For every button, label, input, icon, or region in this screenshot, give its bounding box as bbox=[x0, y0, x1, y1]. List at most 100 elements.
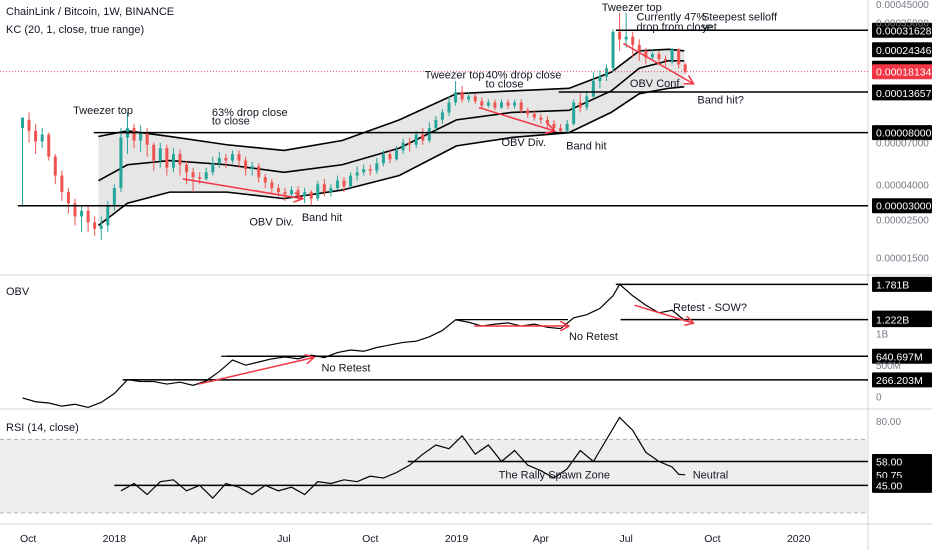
time-axis-tick: Jul bbox=[619, 533, 632, 545]
candle-body bbox=[224, 157, 228, 161]
price-level-tag: 0.00024346 bbox=[876, 45, 932, 57]
candle-body bbox=[401, 142, 405, 151]
candle-body bbox=[145, 132, 149, 145]
candle-body bbox=[270, 182, 274, 189]
candle-body bbox=[572, 102, 576, 124]
candle-body bbox=[158, 148, 162, 161]
rsi-pane-label: RSI (14, close) bbox=[6, 422, 79, 434]
candle-body bbox=[362, 169, 366, 173]
price-axis-tick: 0.00004000 bbox=[876, 180, 929, 191]
rsi-level-tag-bg bbox=[872, 454, 932, 469]
obv-axis-tick: 1B bbox=[876, 330, 889, 341]
obv-level-tag: 1.222B bbox=[876, 315, 909, 327]
price-axis-tick: 0.00007000 bbox=[876, 139, 929, 150]
obv-arrow bbox=[634, 304, 693, 323]
obv-annotation: No Retest bbox=[569, 331, 618, 343]
candle-body bbox=[440, 112, 444, 120]
price-annotation: Tweezer top bbox=[425, 70, 485, 82]
current-price-tag-bg bbox=[872, 64, 932, 80]
candle-body bbox=[539, 117, 543, 120]
candle-body bbox=[349, 175, 353, 187]
price-annotation: Band hit bbox=[566, 140, 606, 152]
obv-level-tag: 640.697M bbox=[876, 351, 923, 363]
candle-body bbox=[316, 184, 320, 199]
candle-body bbox=[637, 44, 641, 51]
price-level-tag-bg bbox=[872, 22, 932, 38]
candle-body bbox=[244, 160, 248, 170]
current-price-tag: 0.00018134 bbox=[876, 67, 932, 79]
candle-body bbox=[106, 205, 110, 226]
candle-body bbox=[381, 154, 385, 164]
candle-body bbox=[112, 188, 116, 206]
rsi-level-tag: 45.00 bbox=[876, 480, 902, 492]
candle-body bbox=[559, 128, 563, 131]
candle-body bbox=[60, 175, 64, 193]
obv-level-tag-bg bbox=[872, 372, 932, 388]
candle-body bbox=[434, 119, 438, 129]
candle-body bbox=[257, 166, 261, 178]
candle-body bbox=[73, 203, 77, 217]
candle-body bbox=[263, 177, 267, 183]
candle-body bbox=[657, 53, 661, 60]
candle-body bbox=[152, 144, 156, 161]
candle-body bbox=[677, 49, 681, 65]
candle-body bbox=[460, 92, 464, 100]
candle-body bbox=[670, 49, 674, 61]
candle-body bbox=[519, 102, 523, 111]
price-level-tag: 0.00031628 bbox=[876, 25, 932, 37]
candle-body bbox=[467, 96, 471, 100]
candle-body bbox=[80, 210, 84, 217]
obv-pane-label: OBV bbox=[6, 286, 30, 298]
candle-body bbox=[611, 31, 615, 69]
candle-body bbox=[408, 142, 412, 145]
candle-body bbox=[447, 102, 451, 113]
candle-body bbox=[664, 59, 668, 61]
price-annotation: to close bbox=[212, 116, 250, 128]
rsi-level-tag-bg bbox=[872, 477, 932, 493]
price-annotation: Band hit bbox=[302, 212, 342, 224]
chart-title: ChainLink / Bitcoin, 1W, BINANCE bbox=[6, 6, 175, 18]
obv-level-tag: 1.781B bbox=[876, 279, 909, 291]
price-annotation: 40% drop close bbox=[486, 70, 562, 82]
price-level-tag: 0.00003000 bbox=[876, 201, 932, 213]
candle-body bbox=[486, 102, 490, 106]
candle-body bbox=[631, 36, 635, 45]
candle-body bbox=[86, 210, 90, 223]
trend-arrow bbox=[622, 42, 692, 83]
price-annotation: 63% drop close bbox=[212, 107, 288, 119]
keltner-lower-line bbox=[97, 86, 685, 227]
obv-axis-tick: 0 bbox=[876, 393, 882, 404]
price-annotation: OBV Conf. bbox=[630, 78, 683, 90]
time-axis-tick: Oct bbox=[362, 533, 378, 545]
time-axis-tick: 2019 bbox=[445, 533, 469, 545]
candle-body bbox=[532, 113, 536, 118]
candle-body bbox=[454, 92, 458, 103]
price-annotation: to close bbox=[486, 78, 524, 90]
candle-body bbox=[421, 134, 425, 141]
time-axis-tick: 2020 bbox=[787, 533, 811, 545]
candle-body bbox=[99, 225, 103, 229]
candle-body bbox=[250, 166, 254, 170]
candle-body bbox=[93, 222, 97, 229]
time-axis-tick: Oct bbox=[20, 533, 36, 545]
price-axis-tick: 0.00045000 bbox=[876, 0, 929, 11]
candle-body bbox=[27, 119, 31, 131]
candle-body bbox=[368, 169, 372, 171]
candle-body bbox=[473, 96, 477, 102]
candle-body bbox=[191, 172, 195, 178]
candle-body bbox=[34, 130, 38, 142]
candle-body bbox=[296, 190, 300, 197]
rsi-axis-tick: 80.00 bbox=[876, 417, 901, 428]
price-annotation: Tweezer top bbox=[73, 105, 133, 117]
candle-body bbox=[395, 150, 399, 160]
candle-body bbox=[375, 163, 379, 171]
candle-body bbox=[565, 123, 569, 131]
candle-body bbox=[329, 188, 333, 193]
candle-body bbox=[119, 137, 123, 189]
price-annotation: OBV Div. bbox=[249, 217, 293, 229]
candle-body bbox=[322, 184, 326, 193]
candle-body bbox=[506, 102, 510, 106]
obv-level-tag-bg bbox=[872, 312, 932, 328]
